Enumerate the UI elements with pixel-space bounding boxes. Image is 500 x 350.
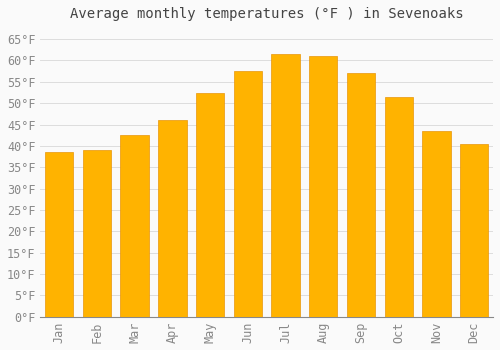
Bar	[309, 56, 338, 317]
Bar	[460, 144, 488, 317]
Bar	[83, 150, 111, 317]
Bar	[158, 120, 186, 317]
Bar	[234, 71, 262, 317]
Bar	[384, 97, 413, 317]
Bar	[45, 152, 74, 317]
Bar	[272, 54, 299, 317]
Bar	[120, 135, 149, 317]
Bar	[347, 73, 375, 317]
Bar	[196, 92, 224, 317]
Title: Average monthly temperatures (°F ) in Sevenoaks: Average monthly temperatures (°F ) in Se…	[70, 7, 464, 21]
Bar	[422, 131, 450, 317]
